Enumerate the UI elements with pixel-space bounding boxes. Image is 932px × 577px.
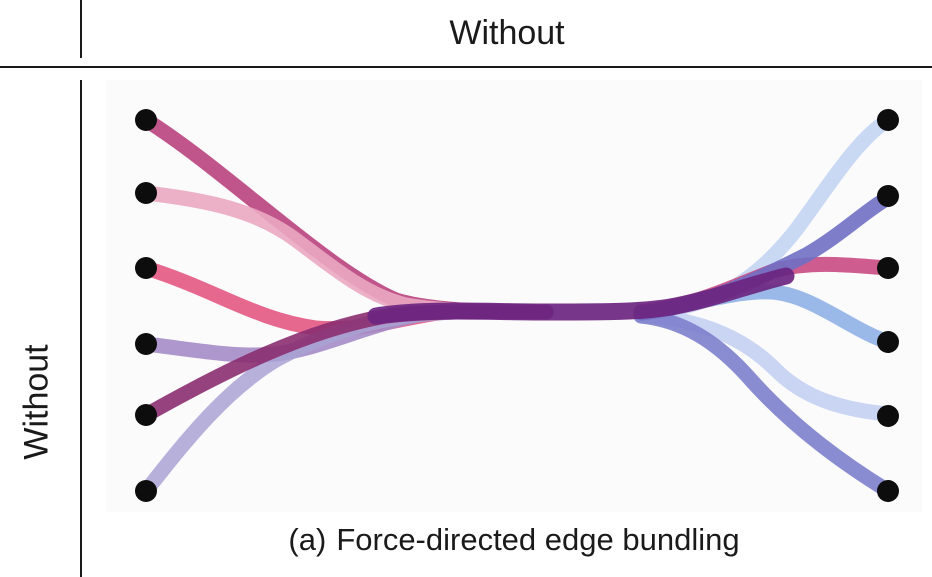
header-divider-vertical <box>80 0 82 58</box>
node-left-3 <box>135 257 157 279</box>
edge-group <box>138 112 896 499</box>
edge-right-6 <box>633 308 896 499</box>
column-header-label: Without <box>449 13 565 52</box>
row-header: Without <box>0 80 80 577</box>
edge-bundling-svg <box>135 109 899 502</box>
row-header-label: Without <box>17 344 56 460</box>
column-header: Without <box>82 0 932 66</box>
node-right-4 <box>877 331 899 353</box>
header-divider-horizontal <box>0 66 932 68</box>
node-right-5 <box>877 405 899 427</box>
node-left-4 <box>135 333 157 355</box>
figure-caption: (a) Force-directed edge bundling <box>106 522 922 558</box>
edge-left-5 <box>138 304 554 423</box>
node-right-6 <box>877 480 899 502</box>
node-right-3 <box>877 257 899 279</box>
figure-caption-text: Force-directed edge bundling <box>336 522 740 557</box>
node-right-2 <box>877 185 899 207</box>
node-left-6 <box>135 480 157 502</box>
node-right-1 <box>877 109 899 131</box>
node-left-2 <box>135 182 157 204</box>
node-left-1 <box>135 109 157 131</box>
edge-bundling-figure <box>106 80 922 512</box>
figure-panel-label: (a) <box>288 522 327 557</box>
row-divider-vertical <box>80 80 82 577</box>
bundle-core <box>367 267 795 325</box>
node-group <box>135 109 899 502</box>
node-left-5 <box>135 404 157 426</box>
